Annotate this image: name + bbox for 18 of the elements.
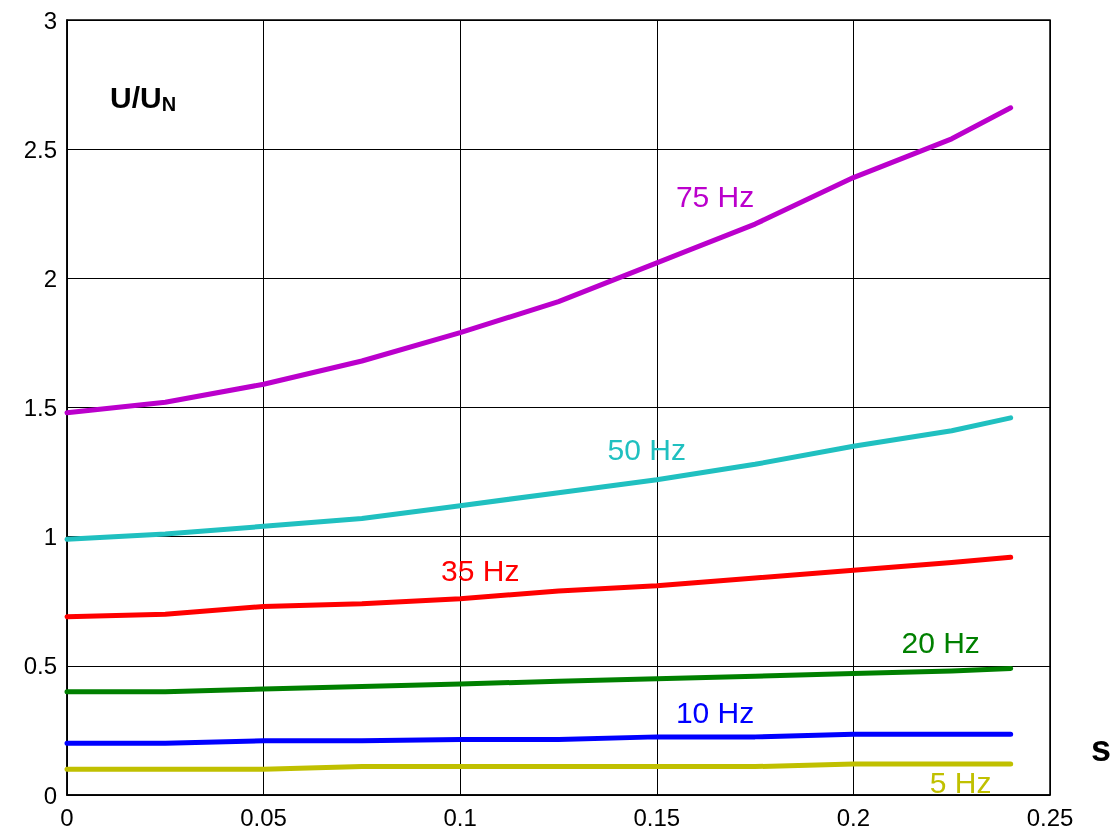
series-label: 10 Hz <box>675 696 755 730</box>
x-tick-label: 0.1 <box>443 803 477 831</box>
x-tick-label: 0.15 <box>633 803 681 831</box>
y-tick-label: 1.5 <box>23 394 57 421</box>
y-tick-label: 1 <box>43 523 57 551</box>
series-label: 5 Hz <box>929 765 992 799</box>
x-tick-label: 0 <box>60 803 74 831</box>
y-tick-label: 2.5 <box>23 135 57 163</box>
series-label: 20 Hz <box>901 625 980 659</box>
x-axis-title: s <box>1090 727 1112 769</box>
y-tick-label: 0 <box>43 781 57 809</box>
x-tick-label: 0.2 <box>836 803 871 831</box>
x-tick-label: 0.25 <box>1026 803 1074 831</box>
series-label: 75 Hz <box>675 179 755 213</box>
x-tick-label: 0.05 <box>240 803 287 831</box>
y-tick-label: 0.5 <box>23 652 57 680</box>
y-tick-label: 2 <box>43 264 57 292</box>
y-tick-label: 3 <box>43 6 57 34</box>
